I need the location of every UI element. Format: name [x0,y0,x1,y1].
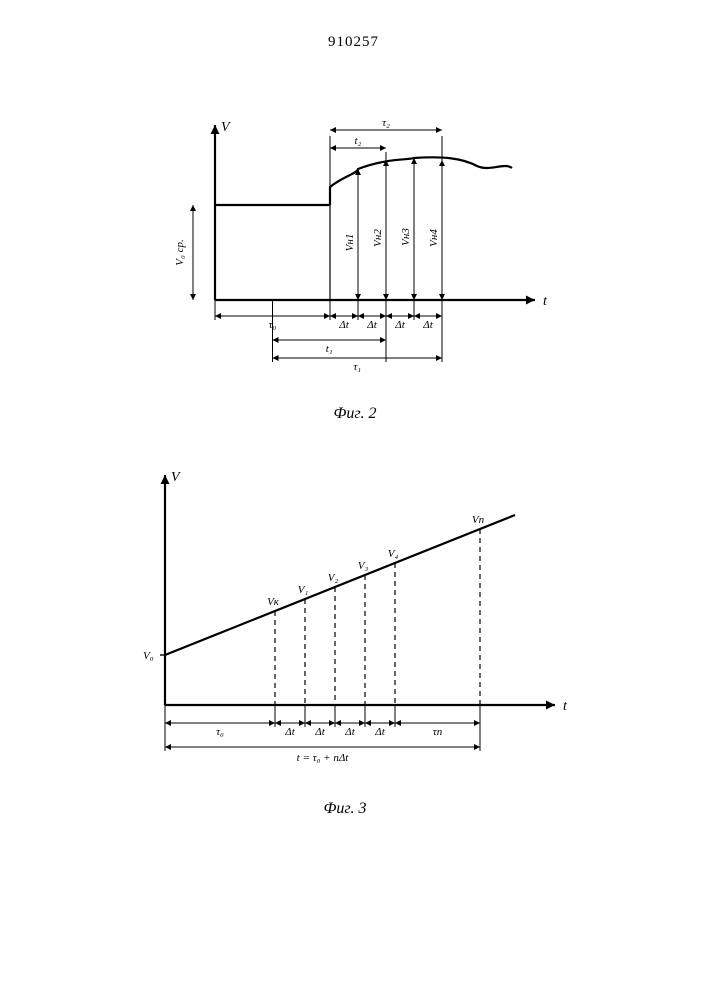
svg-text:V₀ ср.: V₀ ср. [174,239,186,265]
svg-text:τп: τп [433,726,443,738]
figure-3: t V V₀ Vк V₁ V₂ V₃ V₄ Vп τ₀ Δt Δt Δt Δt τп t = τ₀ + nΔt… [115,460,575,818]
svg-text:V: V [221,120,231,135]
figure-2-caption: Фиг. 2 [155,405,555,423]
patent-number: 910257 [0,34,707,51]
svg-text:t: t [563,699,568,714]
svg-text:τ₁: τ₁ [353,361,361,373]
svg-text:Δt: Δt [338,319,349,331]
svg-text:Δt: Δt [422,319,433,331]
svg-text:Vп: Vп [472,514,485,526]
svg-text:V: V [171,470,181,485]
svg-text:Vн2: Vн2 [372,229,384,247]
svg-text:Vк: Vк [267,596,280,608]
svg-text:t₂: t₂ [355,135,362,147]
page: 910257 t V V₀ ср. Vн1 Vн2 Vн3 Vн4 τ₂ t₂ τ₀ Δt Δt Δt Δ… [0,0,707,1000]
figure-2: tVV₀ ср.Vн1Vн2Vн3Vн4τ₂t₂τ₀ΔtΔtΔtΔtt₁τ₁ Ф… [155,105,555,423]
svg-text:Vн1: Vн1 [344,234,356,252]
svg-text:V₂: V₂ [328,572,339,584]
svg-text:V₀: V₀ [143,650,154,662]
svg-text:τ₂: τ₂ [382,117,390,129]
svg-text:t = τ₀ + nΔt: t = τ₀ + nΔt [297,752,350,764]
svg-text:Δt: Δt [394,319,405,331]
svg-text:τ₀: τ₀ [216,726,224,738]
svg-text:t: t [543,294,548,309]
svg-text:V₁: V₁ [298,584,309,596]
svg-text:V₃: V₃ [358,560,369,572]
figure-3-svg: t V V₀ Vк V₁ V₂ V₃ V₄ Vп τ₀ Δt Δt Δt Δt τп t = τ₀ + nΔt [115,460,575,800]
svg-text:Δt: Δt [374,726,385,738]
svg-text:Δt: Δt [366,319,377,331]
svg-text:Vн3: Vн3 [400,228,412,246]
svg-text:t₁: t₁ [326,343,333,355]
svg-text:Δt: Δt [344,726,355,738]
svg-text:Δt: Δt [284,726,295,738]
figure-3-caption: Фиг. 3 [115,800,575,818]
svg-text:V₄: V₄ [388,548,399,560]
svg-text:Vн4: Vн4 [428,229,440,247]
svg-text:Δt: Δt [314,726,325,738]
figure-2-svg: tVV₀ ср.Vн1Vн2Vн3Vн4τ₂t₂τ₀ΔtΔtΔtΔtt₁τ₁ [155,105,555,405]
